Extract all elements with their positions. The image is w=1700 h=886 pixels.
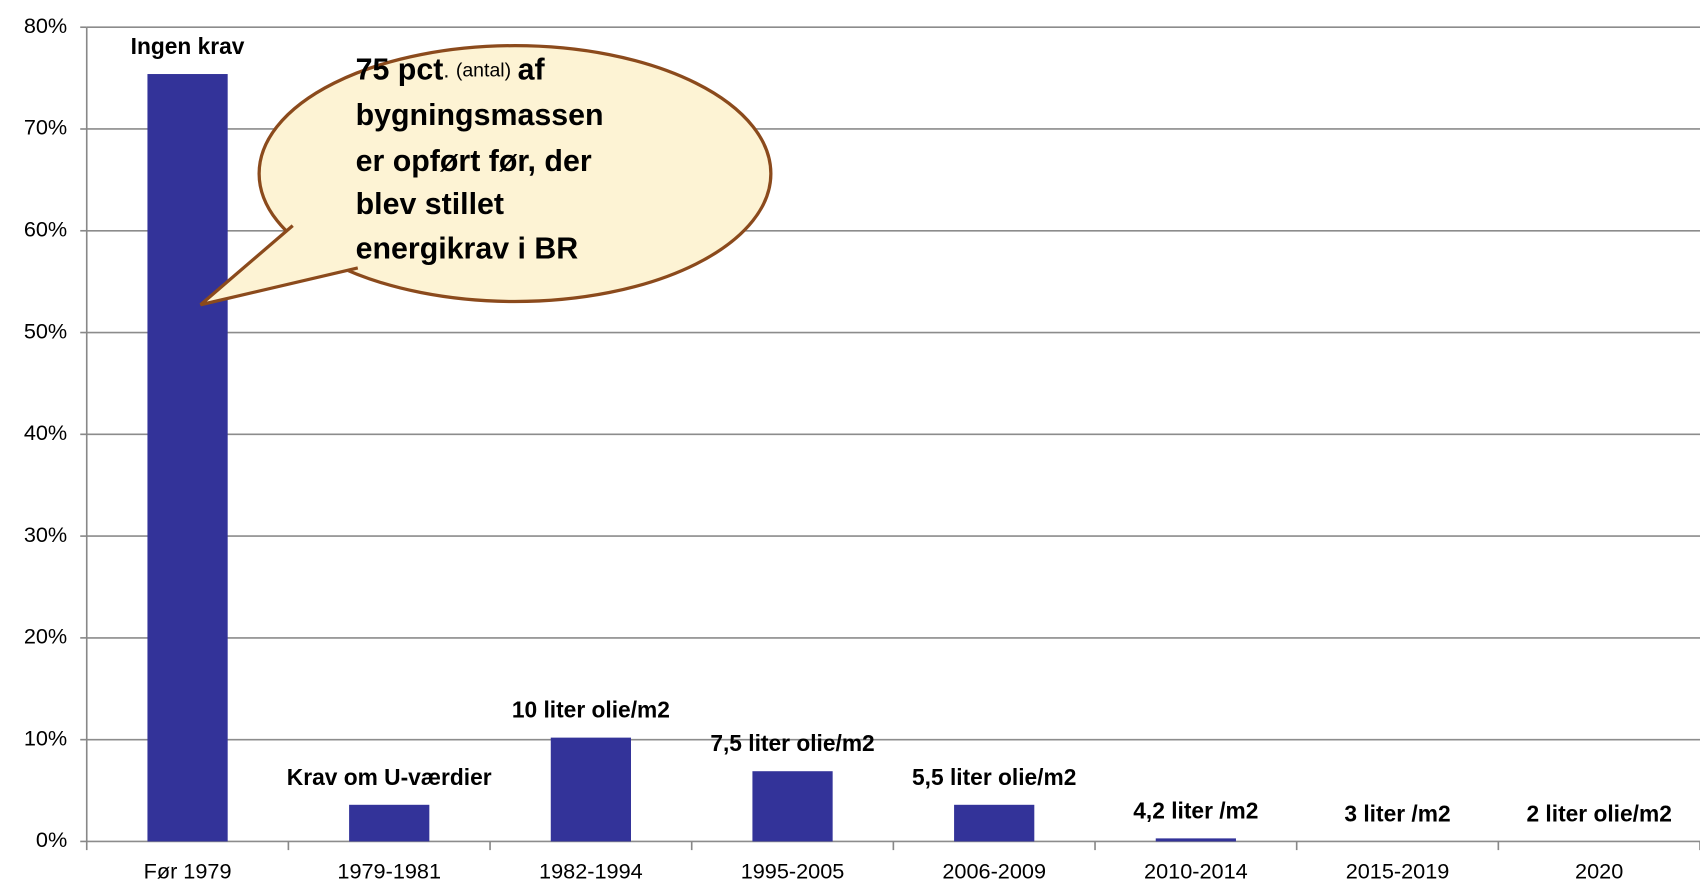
y-tick-label: 20%: [24, 624, 67, 649]
annotation: Ingen krav: [131, 33, 245, 59]
annotation: 3 liter /m2: [1344, 800, 1450, 826]
bar: [1155, 838, 1236, 842]
x-tick-label: 1995-2005: [741, 859, 845, 884]
y-tick-label: 0%: [36, 827, 67, 852]
plot-area: 0% 10% 20% 30% 40% 50% 60% 70% 80% Før 1979 Ingen …: [24, 13, 1700, 884]
y-tick-label: 10%: [24, 725, 67, 750]
callout-text: 75 pct: [356, 54, 444, 87]
bar: [752, 771, 833, 842]
bar: [349, 804, 430, 842]
annotation: 4,2 liter /m2: [1133, 797, 1258, 823]
callout-tail: [200, 216, 369, 305]
x-tick-label: 2006-2009: [942, 859, 1046, 884]
y-tick-label: 80%: [24, 13, 67, 38]
bar: [550, 737, 631, 842]
callout-line: 75 pct. (antal) af: [356, 54, 546, 87]
x-tick-label: 1979-1981: [337, 859, 441, 884]
annotation: 2 liter olie/m2: [1526, 800, 1671, 826]
y-tick-label: 50%: [24, 318, 67, 343]
callout-line: er opført før, der: [356, 145, 592, 178]
bar: [954, 804, 1035, 842]
y-tick-label: 70%: [24, 115, 67, 140]
y-tick-label: 40%: [24, 420, 67, 445]
callout-text: .: [443, 57, 449, 82]
callout-text: (antal): [456, 60, 511, 82]
bar: [147, 74, 228, 842]
callout-text: af: [518, 54, 546, 87]
y-tick-label: 60%: [24, 217, 67, 242]
callout: 75 pct. (antal) af bygningsmassen er opfør…: [199, 44, 773, 307]
annotation: 7,5 liter olie/m2: [710, 730, 874, 756]
callout-line: blev stillet: [356, 188, 504, 221]
y-tick-label: 30%: [24, 522, 67, 547]
callout-tail-edge: [199, 224, 359, 307]
x-tick-label: 2015-2019: [1346, 859, 1450, 884]
callout-line: energikrav i BR: [356, 233, 579, 266]
x-tick-label: Før 1979: [144, 859, 232, 884]
callout-bubble: [257, 44, 773, 304]
annotation: Krav om U-værdier: [287, 764, 492, 790]
callout-line: bygningsmassen: [356, 99, 604, 132]
annotation: 10 liter olie/m2: [512, 697, 670, 723]
x-tick-label: 2010-2014: [1144, 859, 1248, 884]
annotation: 5,5 liter olie/m2: [912, 764, 1076, 790]
x-tick-label: 2020: [1575, 859, 1623, 884]
x-tick-label: 1982-1994: [539, 859, 643, 884]
